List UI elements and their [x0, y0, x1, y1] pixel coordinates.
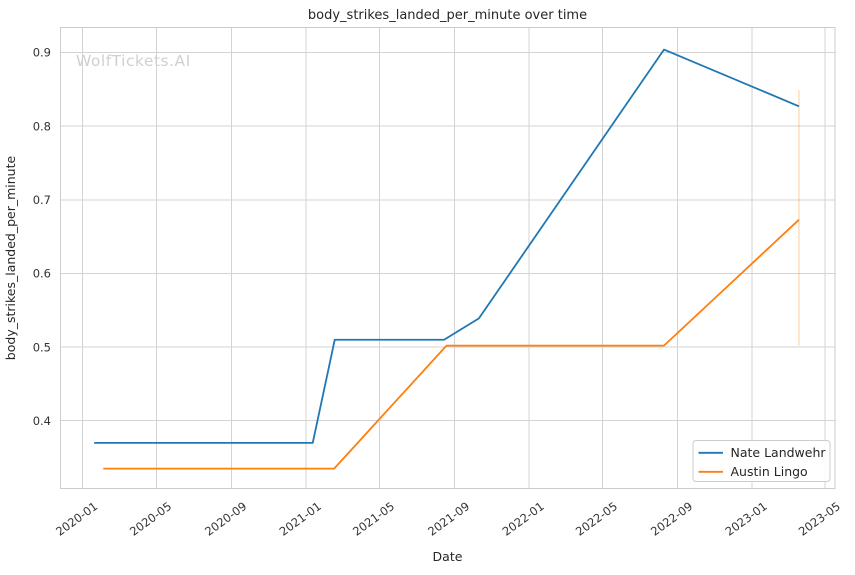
y-tick-label: 0.7 — [33, 193, 51, 207]
x-tick-label: 2020-01 — [53, 499, 100, 539]
legend-label-series2: Austin Lingo — [731, 464, 808, 479]
x-tick-label: 2021-09 — [425, 499, 472, 539]
grid-layer — [60, 27, 835, 489]
x-tick-label: 2021-05 — [350, 499, 397, 539]
x-tick-label: 2022-05 — [573, 499, 620, 539]
y-tick-label: 0.9 — [33, 46, 51, 60]
y-tick-label: 0.8 — [33, 119, 51, 133]
legend-box — [692, 440, 831, 482]
y-tick-label: 0.4 — [33, 414, 51, 428]
y-tick-label: 0.5 — [33, 340, 51, 354]
x-tick-label: 2020-09 — [202, 499, 249, 539]
series-line-nate-landwehr — [94, 48, 800, 444]
series-line-austin-lingo — [103, 219, 800, 470]
x-tick-label: 2020-05 — [127, 499, 174, 539]
plot-border — [59, 26, 836, 490]
series-layer — [94, 48, 800, 470]
x-axis-label: Date — [433, 549, 463, 564]
legend-label-series1: Nate Landwehr — [731, 445, 827, 460]
x-tick-label: 2023-01 — [723, 499, 770, 539]
x-tick-label: 2022-01 — [500, 499, 547, 539]
x-tick-label: 2022-09 — [648, 499, 695, 539]
watermark: WolfTickets.AI — [76, 52, 191, 70]
y-tick-label: 0.6 — [33, 267, 51, 281]
chart-title: body_strikes_landed_per_minute over time — [308, 8, 587, 23]
legend: Nate Landwehr Austin Lingo — [692, 440, 831, 482]
x-tick-label: 2023-05 — [796, 499, 843, 539]
y-axis-label: body_strikes_landed_per_minute — [3, 155, 18, 360]
x-tick-label: 2021-01 — [277, 499, 324, 539]
